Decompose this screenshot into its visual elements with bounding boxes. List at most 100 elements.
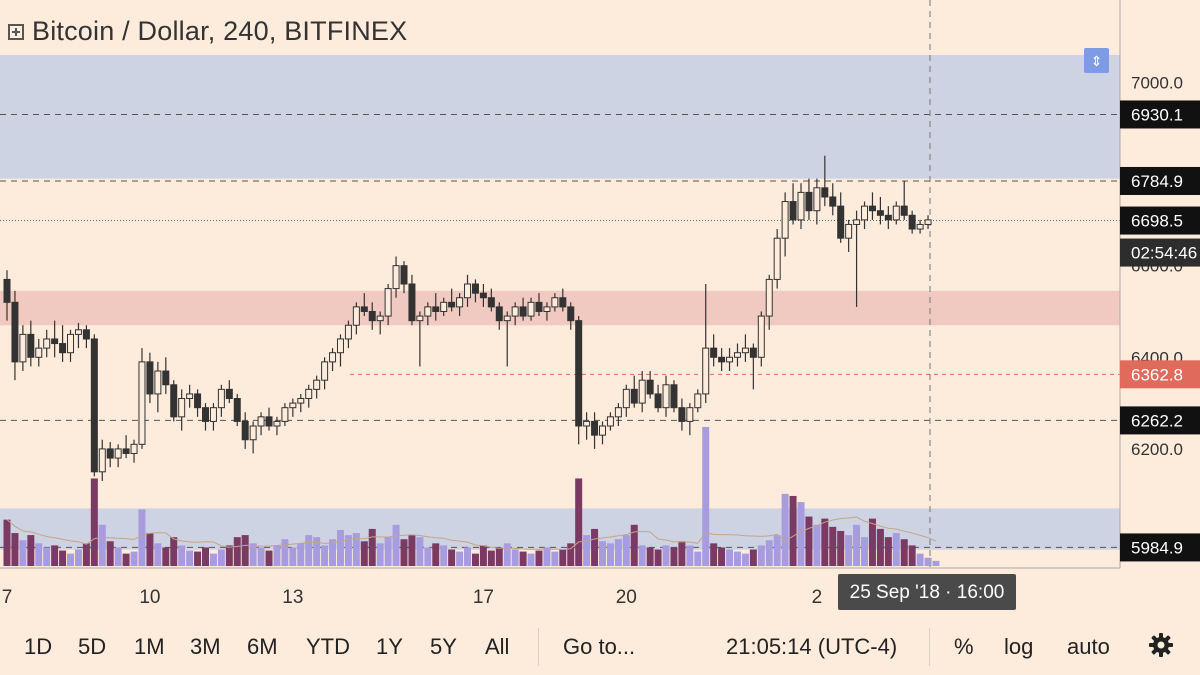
range-all-button[interactable]: All (485, 634, 510, 659)
volume-bar (845, 535, 853, 566)
price-label-black: 6262.2 (1131, 411, 1183, 430)
volume-bar (400, 539, 408, 566)
candle-body (368, 310, 376, 322)
candle-body (551, 297, 559, 308)
goto-button[interactable]: Go to... (563, 634, 636, 659)
volume-bar (35, 543, 43, 566)
range-1y-button[interactable]: 1Y (376, 634, 403, 659)
candle-body (82, 329, 90, 340)
candle-body (186, 393, 194, 400)
price-label-box (1120, 206, 1200, 235)
candle-body (718, 356, 726, 363)
candle-body (884, 214, 892, 221)
volume-bar (329, 539, 337, 566)
volume-bar (575, 478, 583, 566)
volume-bar (829, 526, 837, 566)
volume-bar (924, 557, 932, 566)
range-1m-button[interactable]: 1M (134, 634, 165, 659)
volume-bar (344, 535, 352, 566)
volume-bar (638, 545, 646, 566)
candle-body (146, 361, 154, 395)
bottom-toolbar: 1D 5D 1M 3M 6M YTD 1Y 5Y All Go to... 21… (0, 620, 1200, 675)
volume-bar (376, 543, 384, 566)
volume-bar (741, 553, 749, 566)
candle-body (535, 301, 543, 312)
volume-bar (479, 545, 487, 566)
volume-bar (257, 547, 265, 566)
chart-toggle-icon[interactable] (8, 23, 24, 40)
range-5y-button[interactable]: 5Y (430, 634, 457, 659)
log-toggle[interactable]: log (1004, 634, 1034, 659)
candle-body (813, 187, 821, 212)
volume-bar (273, 545, 281, 566)
volume-bar (19, 540, 27, 566)
volume-bar (781, 493, 789, 566)
range-1d-button[interactable]: 1D (24, 634, 53, 659)
percent-toggle[interactable]: % (954, 634, 974, 659)
zone-2 (0, 508, 1120, 550)
gear-icon[interactable] (1148, 632, 1174, 658)
volume-bar (932, 560, 940, 566)
candle-body (471, 283, 479, 294)
volume-bar (448, 549, 456, 566)
volume-bar (202, 547, 209, 566)
volume-bar (813, 524, 821, 566)
clock-timezone-button[interactable]: 21:05:14 (UTC-4) (726, 634, 898, 659)
x-tick-label: 13 (282, 587, 303, 608)
range-ytd-button[interactable]: YTD (306, 634, 350, 659)
candle-body (194, 393, 202, 409)
range-3m-button[interactable]: 3M (190, 634, 221, 659)
volume-bar (821, 518, 829, 566)
candle-body (511, 306, 519, 317)
x-tick-label: 7 (2, 587, 13, 608)
volume-bar (749, 549, 757, 566)
candle-body (3, 278, 11, 303)
candle-body (797, 191, 805, 221)
zone-0 (0, 54, 1120, 179)
candle-body (241, 420, 249, 441)
volume-bar (122, 553, 130, 566)
volume-bar (670, 547, 678, 566)
volume-bar (43, 547, 51, 566)
volume-bar (646, 547, 654, 566)
candle-body (209, 407, 217, 422)
candle-body (154, 370, 162, 395)
range-6m-button[interactable]: 6M (247, 634, 278, 659)
range-5d-button[interactable]: 5D (78, 634, 107, 659)
volume-bar (59, 550, 67, 566)
candle-body (305, 388, 313, 400)
volume-bar (51, 545, 59, 566)
volume-bar (138, 509, 146, 566)
price-chart[interactable]: 7000.06800.06600.06400.06200.06930.16784… (0, 0, 1200, 620)
volume-bar (892, 533, 900, 566)
volume-bar (3, 519, 11, 566)
volume-bar (114, 547, 122, 566)
price-label-box (1120, 238, 1200, 267)
volume-bar (194, 551, 202, 566)
candle-body (257, 416, 265, 427)
price-label-red: 6362.8 (1131, 365, 1183, 384)
price-label-black: 5984.9 (1131, 538, 1183, 557)
volume-bar (710, 543, 718, 566)
candle-body (313, 379, 321, 390)
x-tick-label: 2 (812, 587, 823, 608)
candle-body (479, 292, 487, 299)
candle-body (138, 361, 146, 445)
candle-body (11, 301, 19, 363)
volume-bar (567, 543, 575, 566)
y-tick-label: 7000.0 (1131, 73, 1183, 92)
candle-body (614, 407, 622, 418)
candle-body (710, 347, 718, 358)
candle-body (19, 333, 27, 363)
toolbar-divider (538, 628, 539, 666)
candle-body (606, 416, 614, 427)
volume-bar (289, 547, 297, 566)
volume-bar (424, 547, 432, 566)
candle-body (924, 219, 932, 225)
collapse-arrows-icon[interactable]: ⇕ (1084, 48, 1109, 73)
candle-body (789, 201, 797, 221)
candle-body (74, 329, 82, 335)
price-label-box (1120, 533, 1200, 562)
auto-toggle[interactable]: auto (1067, 634, 1110, 659)
volume-bar (733, 551, 741, 566)
